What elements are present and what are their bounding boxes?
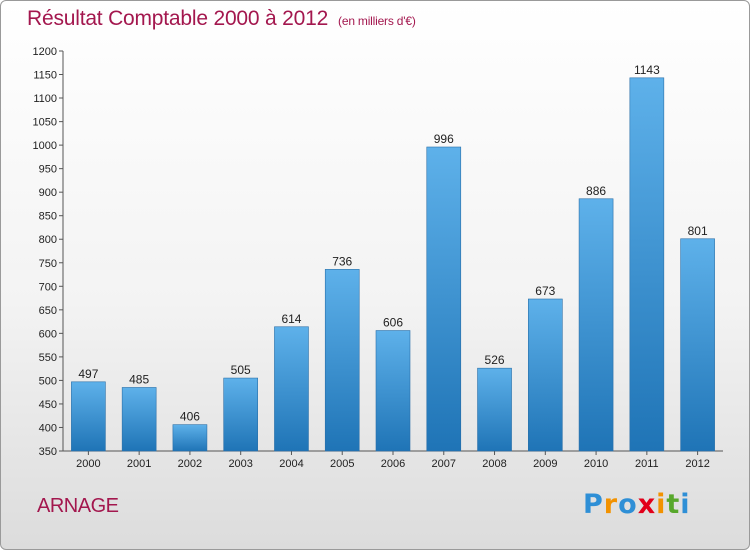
logo-letter: r	[603, 489, 619, 520]
x-tick-label: 2012	[685, 458, 709, 470]
bar	[121, 387, 157, 452]
bar-value-label: 886	[586, 184, 606, 198]
logo-letter: x	[637, 489, 657, 520]
bar	[274, 326, 309, 452]
bar-value-label: 996	[434, 132, 454, 146]
x-tick-label: 2010	[584, 458, 608, 470]
y-tick-label: 600	[39, 328, 57, 340]
y-tick-label: 1200	[33, 46, 57, 58]
x-tick-label: 2009	[533, 458, 557, 470]
logo-letter: i	[656, 489, 667, 520]
bar-value-label: 606	[383, 316, 403, 330]
bar	[223, 377, 258, 452]
bar	[375, 330, 411, 452]
x-tick-label: 2001	[127, 458, 151, 470]
y-tick-label: 1000	[33, 140, 57, 152]
bar	[172, 424, 208, 452]
bar-value-label: 406	[180, 410, 200, 424]
y-tick-label: 900	[39, 187, 57, 199]
bar	[71, 381, 106, 452]
x-tick-label: 2006	[381, 458, 405, 470]
chart-subtitle: (en milliers d'€)	[338, 14, 416, 28]
logo-letter: o	[618, 489, 638, 520]
chart-title-text: Résultat Comptable 2000 à 2012	[27, 7, 329, 30]
bar-value-label: 801	[688, 224, 708, 238]
bar	[578, 198, 614, 452]
y-tick-label: 500	[39, 375, 57, 387]
y-tick-label: 700	[39, 281, 57, 293]
bar-value-label: 485	[129, 372, 149, 386]
x-tick-label: 2005	[330, 458, 354, 470]
x-tick-label: 2003	[228, 458, 252, 470]
bar	[324, 269, 360, 452]
x-tick-label: 2008	[482, 458, 506, 470]
logo-letter: i	[680, 489, 691, 520]
bar-value-label: 497	[78, 367, 98, 381]
bar-value-label: 1143	[634, 63, 660, 77]
bar	[629, 77, 665, 452]
bar-value-label: 526	[485, 353, 505, 367]
logo-letter: t	[666, 489, 681, 520]
y-tick-label: 1150	[33, 70, 57, 82]
bar	[426, 146, 462, 452]
bar	[477, 367, 512, 452]
y-tick-label: 350	[39, 446, 57, 458]
x-tick-label: 2002	[178, 458, 202, 470]
bar	[680, 238, 715, 452]
y-tick-label: 1100	[33, 93, 57, 105]
x-tick-label: 2007	[432, 458, 456, 470]
x-tick-label: 2000	[76, 458, 100, 470]
proxiti-logo: Proxiti	[583, 489, 691, 520]
bar-value-label: 673	[535, 284, 555, 298]
y-tick-label: 750	[39, 258, 57, 270]
x-tick-label: 2004	[279, 458, 303, 470]
y-tick-label: 1050	[33, 117, 57, 129]
bar-value-label: 505	[231, 363, 251, 377]
chart-title: Résultat Comptable 2000 à 2012 (en millie…	[27, 7, 416, 31]
bar-value-label: 614	[281, 312, 301, 326]
x-tick-label: 2011	[635, 458, 659, 470]
y-tick-label: 800	[39, 234, 57, 246]
logo-letter: P	[583, 489, 604, 520]
bar	[528, 298, 563, 452]
y-tick-label: 950	[39, 164, 57, 176]
y-tick-label: 650	[39, 305, 57, 317]
y-tick-label: 450	[39, 399, 57, 411]
y-tick-label: 850	[39, 211, 57, 223]
bar-value-label: 736	[332, 254, 352, 268]
y-tick-label: 550	[39, 352, 57, 364]
y-tick-label: 400	[39, 422, 57, 434]
commune-name: ARNAGE	[37, 495, 119, 517]
